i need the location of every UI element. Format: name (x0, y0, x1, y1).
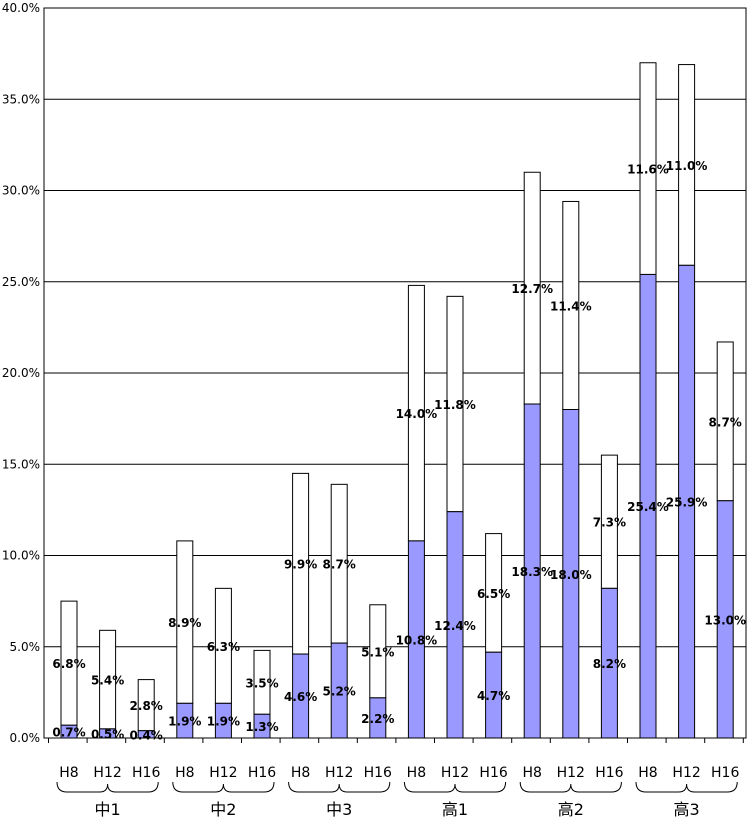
bar-lower (137, 730, 155, 739)
data-label-lower: 4.6% (284, 690, 317, 704)
data-label-lower: 0.7% (52, 726, 85, 740)
x-category-label: H12 (325, 765, 353, 781)
data-label-upper: 8.7% (709, 415, 742, 429)
bar-lower (214, 702, 232, 739)
data-label-lower: 5.2% (323, 685, 356, 699)
y-tick-label: 5.0% (10, 640, 41, 654)
group-brace (56, 781, 159, 793)
data-label-upper: 6.8% (52, 657, 85, 671)
y-tick-label: 20.0% (2, 366, 40, 380)
x-category-label: H12 (209, 765, 237, 781)
bar-lower (292, 653, 310, 739)
x-category-label: H16 (595, 765, 623, 781)
bar-lower (523, 403, 541, 739)
x-category-label: H12 (672, 765, 700, 781)
group-brace (635, 781, 738, 793)
data-label-lower: 1.9% (168, 715, 201, 729)
x-category-label: H8 (638, 765, 657, 781)
y-tick-label: 35.0% (2, 92, 40, 106)
bar-lower (60, 724, 78, 739)
x-category-label: H12 (557, 765, 585, 781)
data-label-lower: 12.4% (434, 619, 476, 633)
data-label-lower: 8.2% (593, 657, 626, 671)
data-label-lower: 0.4% (130, 728, 163, 742)
x-category-label: H8 (522, 765, 541, 781)
data-label-upper: 11.6% (627, 163, 669, 177)
data-label-upper: 8.9% (168, 616, 201, 630)
group-brace (519, 781, 622, 793)
data-label-lower: 10.8% (396, 633, 438, 647)
group-brace (172, 781, 275, 793)
data-label-upper: 14.0% (396, 407, 438, 421)
bar-lower (716, 500, 734, 739)
y-tick-label: 15.0% (2, 457, 40, 471)
group-label: 中3 (326, 800, 352, 819)
x-category-label: H8 (291, 765, 310, 781)
y-tick-label: 25.0% (2, 275, 40, 289)
data-label-upper: 8.7% (323, 558, 356, 572)
data-label-upper: 2.8% (130, 699, 163, 713)
bar-lower (678, 264, 696, 739)
data-label-lower: 18.3% (511, 565, 553, 579)
data-label-lower: 18.0% (550, 568, 592, 582)
x-category-label: H8 (175, 765, 194, 781)
data-label-lower: 0.5% (91, 727, 124, 741)
bar-lower (485, 651, 503, 739)
data-label-upper: 9.9% (284, 558, 317, 572)
group-brace (403, 781, 507, 793)
data-label-lower: 4.7% (477, 689, 510, 703)
y-tick-label: 10.0% (2, 549, 40, 563)
data-label-upper: 11.4% (550, 299, 592, 313)
x-category-label: H12 (93, 765, 121, 781)
data-label-upper: 12.7% (511, 282, 553, 296)
x-category-label: H16 (132, 765, 160, 781)
x-category-label: H16 (479, 765, 507, 781)
bar-lower (253, 713, 271, 739)
bar-lower (176, 702, 194, 739)
data-label-lower: 25.9% (666, 496, 708, 510)
group-brace (288, 781, 391, 793)
data-label-lower: 13.0% (704, 613, 746, 627)
bar-lower (369, 697, 387, 739)
data-label-upper: 5.4% (91, 674, 124, 688)
y-tick-label: 0.0% (10, 731, 41, 745)
x-category-label: H16 (248, 765, 276, 781)
group-label: 高2 (558, 800, 584, 819)
bar-lower (99, 728, 117, 739)
bar-lower (330, 642, 348, 739)
x-category-label: H8 (407, 765, 426, 781)
bar-lower (562, 409, 580, 739)
data-label-upper: 3.5% (245, 676, 278, 690)
data-label-lower: 2.2% (361, 712, 394, 726)
bar-lower (407, 540, 425, 739)
group-label: 中1 (95, 800, 121, 819)
data-label-lower: 1.3% (245, 720, 278, 734)
data-label-upper: 7.3% (593, 516, 626, 530)
x-category-label: H8 (59, 765, 78, 781)
y-tick-label: 30.0% (2, 184, 40, 198)
group-label: 高3 (674, 800, 700, 819)
data-label-upper: 11.8% (434, 398, 476, 412)
x-category-label: H12 (441, 765, 469, 781)
bar-lower (600, 587, 618, 739)
data-label-upper: 6.5% (477, 587, 510, 601)
x-category-label: H16 (364, 765, 392, 781)
data-label-lower: 25.4% (627, 500, 669, 514)
bar-lower (446, 511, 464, 739)
data-label-upper: 6.3% (207, 640, 240, 654)
data-label-lower: 1.9% (207, 715, 240, 729)
data-label-upper: 5.1% (361, 645, 394, 659)
x-category-label: H16 (711, 765, 739, 781)
group-label: 高1 (442, 800, 468, 819)
group-label: 中2 (210, 800, 236, 819)
data-label-upper: 11.0% (666, 159, 708, 173)
y-tick-label: 40.0% (2, 1, 40, 15)
bar-lower (639, 273, 657, 739)
